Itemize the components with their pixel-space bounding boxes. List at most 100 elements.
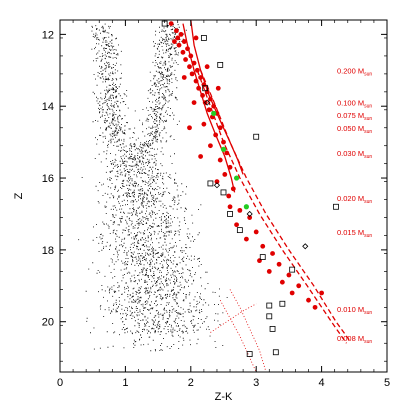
open-diamond-point-1: [213, 182, 221, 189]
candidate-point-46: [276, 261, 282, 267]
candidate-point-7: [180, 49, 186, 55]
candidate-point-40: [234, 222, 239, 228]
mass-label-2: 0.075 Msun: [337, 111, 372, 122]
candidate-point-51: [289, 290, 295, 296]
mass-label-7: 0.010 Msun: [337, 305, 372, 316]
x-tick-label-2: 2: [188, 377, 194, 389]
candidate-point-45: [257, 258, 262, 264]
confirmed-point-0: [211, 110, 217, 116]
x-tick-label-4: 4: [319, 377, 325, 389]
candidate-point-23: [206, 107, 212, 113]
candidate-point-49: [279, 279, 285, 285]
candidate-point-35: [214, 179, 220, 185]
candidate-point-58: [181, 75, 187, 80]
candidate-point-22: [211, 103, 217, 109]
mass-track-dashed-3: [200, 70, 350, 341]
mass-label-unit-3: sun: [364, 129, 372, 135]
candidate-point-20: [208, 96, 213, 102]
confirmed-point-1: [220, 146, 227, 152]
plot-frame: [59, 19, 388, 373]
open-square-point-8: [259, 254, 266, 260]
candidate-point-6: [185, 46, 190, 52]
candidate-point-0: [168, 21, 174, 26]
candidate-point-60: [191, 100, 197, 106]
mass-label-4: 0.030 Msun: [337, 149, 372, 160]
y-tick-label-3: 18: [42, 245, 54, 257]
open-square-point-13: [269, 325, 276, 332]
candidate-point-27: [217, 125, 223, 131]
y-tick-label-1: 14: [42, 101, 54, 113]
mass-label-unit-4: sun: [364, 154, 372, 160]
candidate-point-10: [191, 60, 197, 66]
candidate-point-14: [198, 75, 204, 80]
open-diamond-point-2: [246, 210, 253, 218]
candidate-point-36: [230, 186, 236, 192]
candidate-point-28: [213, 132, 219, 138]
candidate-point-41: [253, 229, 259, 235]
candidate-point-12: [194, 67, 200, 73]
open-square-point-17: [207, 180, 214, 187]
mass-label-unit-0: sun: [364, 71, 372, 77]
mass-label-unit-6: sun: [364, 233, 372, 239]
x-axis-label: Z-K: [215, 391, 233, 403]
open-square-point-2: [217, 61, 224, 68]
mass-track-dotted-6: [210, 303, 257, 333]
mass-track-dotted-5: [229, 289, 267, 373]
candidate-point-29: [221, 139, 226, 145]
confirmed-point-3: [243, 204, 249, 210]
open-square-point-4: [253, 133, 260, 140]
open-square-point-1: [200, 35, 207, 41]
candidate-point-43: [260, 243, 266, 249]
candidate-point-54: [319, 290, 324, 296]
x-tick-label-3: 3: [253, 377, 259, 389]
y-tick-label-2: 16: [42, 173, 54, 185]
open-diamond-point-3: [302, 243, 309, 250]
candidate-point-2: [178, 31, 184, 37]
open-square-point-7: [236, 227, 243, 234]
open-square-point-11: [266, 302, 273, 309]
candidate-point-34: [222, 172, 228, 177]
open-square-point-14: [272, 349, 279, 356]
field-star-points: [78, 23, 228, 352]
candidate-point-9: [183, 57, 188, 62]
candidate-point-11: [187, 64, 192, 70]
candidate-point-37: [226, 193, 232, 199]
candidate-point-1: [174, 28, 179, 34]
mass-tracks: [182, 19, 350, 373]
mass-label-0: 0.200 Msun: [337, 66, 372, 77]
candidate-point-48: [286, 272, 292, 278]
mass-label-1: 0.100 Msun: [337, 99, 372, 110]
mass-label-8: 0.008 Msun: [337, 334, 372, 345]
candidate-point-47: [266, 269, 272, 274]
candidate-point-55: [227, 204, 233, 210]
y-tick-label-4: 20: [42, 317, 54, 329]
candidate-point-61: [215, 85, 221, 91]
candidate-point-52: [306, 297, 311, 303]
candidate-point-38: [237, 207, 243, 213]
candidate-point-4: [181, 39, 187, 44]
open-square-point-16: [279, 300, 286, 307]
open-diamond-point-0: [204, 99, 211, 106]
candidate-point-57: [193, 35, 199, 41]
candidate-point-44: [270, 251, 275, 256]
candidate-point-62: [187, 125, 192, 131]
open-square-point-3: [202, 85, 209, 92]
candidate-point-17: [196, 85, 202, 91]
candidate-point-59: [204, 64, 210, 70]
candidate-point-16: [201, 82, 207, 88]
mass-label-6: 0.015 Msun: [337, 228, 372, 239]
candidate-point-19: [200, 93, 205, 98]
candidate-point-56: [172, 39, 177, 44]
x-tick-label-0: 0: [57, 377, 63, 389]
candidate-point-32: [217, 157, 223, 163]
mass-label-unit-1: sun: [364, 104, 372, 110]
candidate-point-8: [188, 53, 194, 59]
open-square-points: [161, 20, 339, 357]
mass-label-unit-2: sun: [364, 116, 372, 122]
candidate-point-26: [201, 121, 207, 127]
confirmed-point-2: [233, 175, 240, 181]
field-star-cloud: [78, 23, 228, 352]
